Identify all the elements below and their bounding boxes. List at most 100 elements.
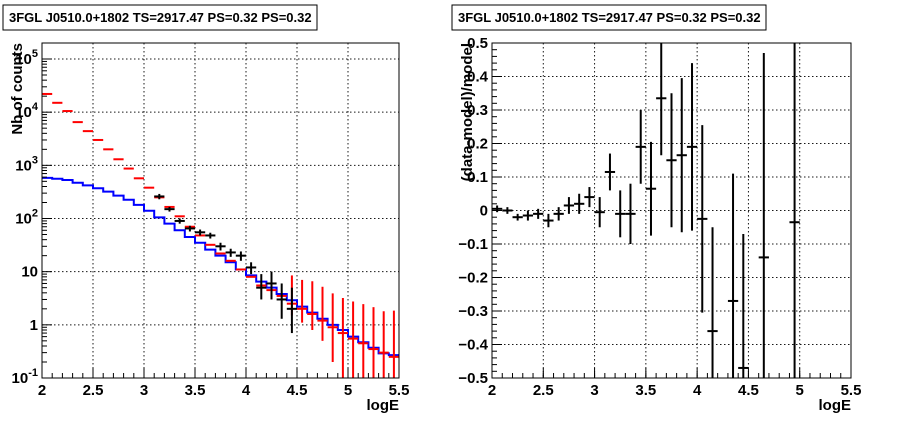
counts-model-point xyxy=(297,279,308,323)
residual-data-point xyxy=(594,197,605,228)
counts-data-point xyxy=(174,218,185,224)
residual-data-point xyxy=(707,227,718,378)
residual-y-tick-label: −0.5 xyxy=(458,370,488,387)
residual-y-tick-label: 0.2 xyxy=(467,136,488,153)
counts-title: 3FGL J0510.0+1802 TS=2917.47 PS=0.32 PS=… xyxy=(9,10,312,25)
residual-data-point xyxy=(697,125,708,313)
counts-y-tick-label: 104 xyxy=(15,101,39,121)
counts-data-point xyxy=(154,193,165,200)
residual-x-tick-label: 4 xyxy=(693,382,702,399)
counts-axes: 2 2.5 3 3.5 4 4.5 5 5.5 10-1 1 10 102 103 104 105 xyxy=(12,48,410,399)
counts-title-box xyxy=(2,4,318,31)
counts-data-point xyxy=(276,283,287,319)
counts-data-point xyxy=(205,232,216,239)
counts-model-point xyxy=(317,286,328,341)
residual-data-point xyxy=(574,193,585,214)
residual-data-point xyxy=(645,141,657,236)
residual-data-point xyxy=(522,210,534,221)
counts-model-point xyxy=(358,304,369,378)
residual-data-point xyxy=(666,93,677,228)
counts-model-point xyxy=(348,301,359,378)
residual-panel: 3FGL J0510.0+1802 TS=2917.47 PS=0.32 PS=… xyxy=(451,4,861,414)
residual-data-point xyxy=(625,183,636,244)
residual-x-tick-label: 2 xyxy=(488,382,496,399)
residual-x-tick-label: 2.5 xyxy=(533,382,554,399)
residual-y-tick-label: 0.1 xyxy=(467,169,488,186)
residual-y-tick-label: −0.2 xyxy=(458,270,488,287)
counts-data-point xyxy=(215,242,226,251)
counts-data-point xyxy=(286,287,297,334)
residual-data-point xyxy=(635,110,646,184)
residual-data-point xyxy=(727,173,739,378)
residual-data-point xyxy=(563,197,575,214)
counts-model-point xyxy=(378,311,389,378)
residual-axes: 2 2.5 3 3.5 4 4.5 5 5.5 −0.5 −0.4 −0.3 −0.2 −0.1 0 0.1… xyxy=(458,35,861,399)
residual-title-box xyxy=(451,4,767,31)
residual-y-tick-label: 0.5 xyxy=(467,35,488,52)
residual-x-tick-label: 4.5 xyxy=(738,382,759,399)
residual-data-point xyxy=(789,43,800,378)
counts-y-axis-label: Nb of counts xyxy=(9,43,26,135)
residual-data-point xyxy=(656,43,667,156)
residual-data-point xyxy=(543,213,554,228)
counts-y-tick-label: 1 xyxy=(30,317,38,334)
counts-x-axis-label: logE xyxy=(367,397,400,414)
counts-data-point xyxy=(266,271,277,300)
counts-gridlines xyxy=(41,43,400,379)
residual-x-tick-label: 3 xyxy=(590,382,598,399)
residual-data-point xyxy=(615,190,626,238)
counts-model-point xyxy=(337,297,348,378)
counts-x-tick-label: 2 xyxy=(38,382,46,399)
residual-data-point xyxy=(553,207,564,221)
residual-data-point xyxy=(512,213,523,221)
counts-model-point xyxy=(368,307,379,378)
counts-x-tick-label: 3.5 xyxy=(185,382,206,399)
residual-data-point xyxy=(758,53,769,378)
residual-data-point xyxy=(584,187,595,208)
counts-y-tick-label: 103 xyxy=(15,154,38,174)
residual-y-tick-label: 0.4 xyxy=(467,69,489,86)
residual-x-tick-label: 3.5 xyxy=(635,382,656,399)
counts-y-tick-label: 102 xyxy=(15,208,38,228)
counts-data-point xyxy=(235,251,246,261)
residual-data-point xyxy=(686,63,698,231)
residual-x-axis-label: logE xyxy=(819,397,852,414)
counts-x-tick-label: 5.5 xyxy=(389,382,410,399)
residual-x-tick-label: 5.5 xyxy=(841,382,862,399)
residual-y-tick-label: 0 xyxy=(480,203,488,220)
counts-y-tick-label: 105 xyxy=(15,48,38,68)
residual-y-tick-label: −0.4 xyxy=(458,337,488,354)
counts-x-tick-label: 2.5 xyxy=(83,382,104,399)
counts-data-point xyxy=(184,225,195,232)
counts-x-tick-label: 3 xyxy=(140,382,148,399)
residual-y-axis-label: (data-model)/model xyxy=(459,43,476,181)
residual-title: 3FGL J0510.0+1802 TS=2917.47 PS=0.32 PS=… xyxy=(458,10,761,25)
residual-data-point xyxy=(533,208,544,219)
counts-model-point xyxy=(388,310,399,378)
counts-x-tick-label: 4.5 xyxy=(287,382,308,399)
counts-data-point xyxy=(225,248,236,257)
residual-data-point xyxy=(492,205,503,213)
counts-model-histogram xyxy=(42,176,399,357)
residual-y-tick-label: −0.3 xyxy=(458,303,488,320)
counts-panel: 3FGL J0510.0+1802 TS=2917.47 PS=0.32 PS=… xyxy=(2,4,410,414)
residual-data-point xyxy=(676,78,687,233)
counts-y-tick-label: 10 xyxy=(21,264,38,281)
counts-series xyxy=(42,92,399,378)
counts-model-point xyxy=(307,281,318,330)
counts-model-point xyxy=(327,293,338,362)
residual-data-point xyxy=(604,153,616,191)
counts-plot-frame xyxy=(41,42,400,379)
counts-x-tick-label: 4 xyxy=(242,382,251,399)
residual-y-tick-label: 0.3 xyxy=(467,102,488,119)
counts-data-point xyxy=(246,262,257,275)
counts-data-point xyxy=(164,206,175,212)
counts-data-point xyxy=(195,229,206,236)
residual-x-tick-label: 5 xyxy=(796,382,804,399)
counts-y-tick-label: 10-1 xyxy=(12,367,38,387)
counts-data-point xyxy=(256,274,267,300)
residual-data-point xyxy=(502,207,513,214)
residual-y-tick-label: −0.1 xyxy=(458,236,488,253)
counts-x-tick-label: 5 xyxy=(344,382,352,399)
